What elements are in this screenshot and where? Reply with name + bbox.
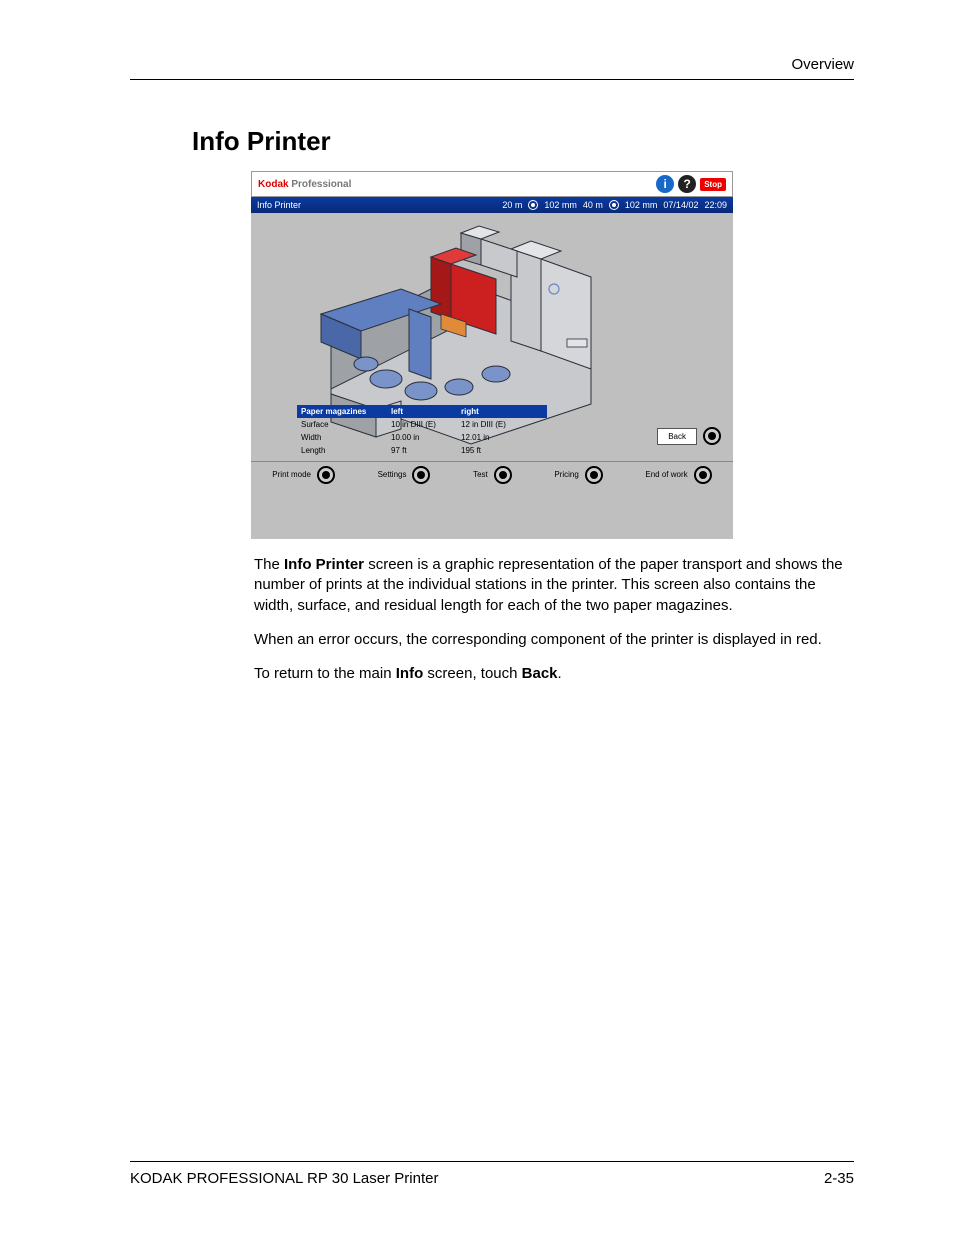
status-mag1: 20 m (502, 200, 522, 210)
paper-magazines-table: Paper magazines left right Surface 10 in… (297, 405, 547, 457)
status-time: 22:09 (704, 200, 727, 210)
screenshot-footer-bar: Print mode Settings Test Pricing End of … (251, 461, 733, 487)
page-title: Info Printer (192, 126, 854, 157)
col-magazines: Paper magazines (297, 405, 387, 418)
footer-test[interactable]: Test (473, 466, 512, 484)
info-printer-screenshot: Kodak Professional i ? Stop Info Printer… (251, 171, 733, 539)
back-button[interactable]: Back (657, 428, 697, 445)
app-title-bar: Kodak Professional i ? Stop (251, 171, 733, 197)
paragraph-1: The Info Printer screen is a graphic rep… (254, 555, 850, 616)
table-row: Surface 10 in DIII (E) 12 in DIII (E) (297, 418, 547, 431)
footer-product: KODAK PROFESSIONAL RP 30 Laser Printer (130, 1170, 438, 1187)
footer-print-mode[interactable]: Print mode (272, 466, 335, 484)
term-back: Back (522, 665, 558, 682)
term-info-printer: Info Printer (284, 556, 364, 573)
screenshot-body: Paper magazines left right Surface 10 in… (251, 213, 733, 461)
brand-kodak: Kodak (258, 179, 289, 190)
help-icon[interactable]: ? (678, 175, 696, 193)
radio-icon (317, 466, 335, 484)
back-radio-icon[interactable] (703, 427, 721, 445)
page-header-section: Overview (130, 56, 854, 80)
table-row: Length 97 ft 195 ft (297, 444, 547, 457)
mag2-icon (609, 200, 619, 210)
brand-professional: Professional (289, 179, 352, 190)
status-bar: Info Printer 20 m 102 mm 40 m 102 mm 07/… (251, 197, 733, 213)
radio-icon (694, 466, 712, 484)
radio-icon (585, 466, 603, 484)
status-mag2: 40 m (583, 200, 603, 210)
back-button-group: Back (657, 427, 721, 445)
table-header: Paper magazines left right (297, 405, 547, 418)
body-text: The Info Printer screen is a graphic rep… (254, 555, 850, 684)
radio-icon (494, 466, 512, 484)
page-footer: KODAK PROFESSIONAL RP 30 Laser Printer 2… (130, 1161, 854, 1187)
col-left: left (387, 405, 457, 418)
screen-title: Info Printer (257, 200, 301, 210)
status-date: 07/14/02 (663, 200, 698, 210)
status-mag2-size: 102 mm (625, 200, 658, 210)
mag1-icon (528, 200, 538, 210)
col-right: right (457, 405, 527, 418)
footer-end-of-work[interactable]: End of work (645, 466, 711, 484)
footer-page-number: 2-35 (824, 1170, 854, 1187)
footer-pricing[interactable]: Pricing (554, 466, 602, 484)
footer-settings[interactable]: Settings (378, 466, 431, 484)
radio-icon (412, 466, 430, 484)
table-row: Width 10.00 in 12.01 in (297, 431, 547, 444)
term-info: Info (396, 665, 424, 682)
brand-label: Kodak Professional (258, 179, 351, 190)
status-mag1-size: 102 mm (544, 200, 577, 210)
paragraph-3: To return to the main Info screen, touch… (254, 664, 850, 684)
stop-button[interactable]: Stop (700, 178, 726, 191)
info-icon[interactable]: i (656, 175, 674, 193)
paragraph-2: When an error occurs, the corresponding … (254, 630, 850, 650)
